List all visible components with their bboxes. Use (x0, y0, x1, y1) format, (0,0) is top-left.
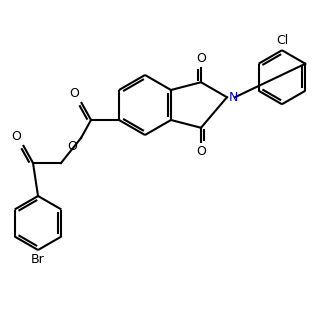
Text: Cl: Cl (276, 34, 288, 47)
Text: O: O (69, 87, 79, 100)
Text: O: O (196, 145, 206, 158)
Text: N: N (229, 91, 238, 104)
Text: O: O (196, 52, 206, 65)
Text: O: O (11, 130, 21, 143)
Text: O: O (67, 140, 77, 153)
Text: Br: Br (31, 253, 45, 266)
